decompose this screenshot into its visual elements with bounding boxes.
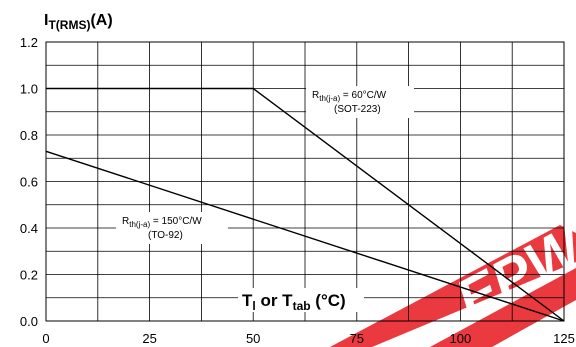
x-tick-label: 25 [142,331,156,346]
x-tick-label: 125 [553,331,575,346]
x-axis-label: Tl or Ttab (°C) [242,291,346,313]
annotation-sot223: Rth(j-a) = 60°C/W (SOT-223) [306,86,414,118]
y-tick-labels: 0.0 0.2 0.4 0.6 0.8 1.0 1.2 [20,35,38,329]
y-tick-label: 0.8 [20,128,38,143]
plot-frame [45,41,565,322]
svg-text:(TO-92): (TO-92) [148,230,183,241]
y-tick-label: 0.2 [20,268,38,283]
x-tick-label: 75 [350,331,364,346]
watermark-logo: EPW [330,212,576,347]
x-tick-label: 100 [450,331,472,346]
series-line-sot223 [46,87,565,322]
series-lines [45,87,565,322]
y-tick-label: 0.0 [20,314,38,329]
annotation-to92: Rth(j-a) = 150°C/W (TO-92) [116,212,228,244]
x-tick-label: 50 [246,331,260,346]
x-tick-labels: 0 25 50 75 100 125 [42,331,574,346]
x-axis-label-box: Tl or Ttab (°C) [238,288,364,313]
y-tick-label: 1.2 [20,35,38,50]
svg-text:Rth(j-a) = 150°C/W: Rth(j-a) = 150°C/W [122,216,202,229]
svg-text:Rth(j-a) = 60°C/W: Rth(j-a) = 60°C/W [312,90,387,103]
series-line-to92 [45,150,565,322]
y-tick-label: 0.6 [20,175,38,190]
y-tick-label: 1.0 [20,82,38,97]
x-tick-label: 0 [42,331,49,346]
y-axis-label: IT(RMS)(A) [44,12,113,32]
y-tick-label: 0.4 [20,221,38,236]
svg-text:(SOT-223): (SOT-223) [334,104,381,115]
